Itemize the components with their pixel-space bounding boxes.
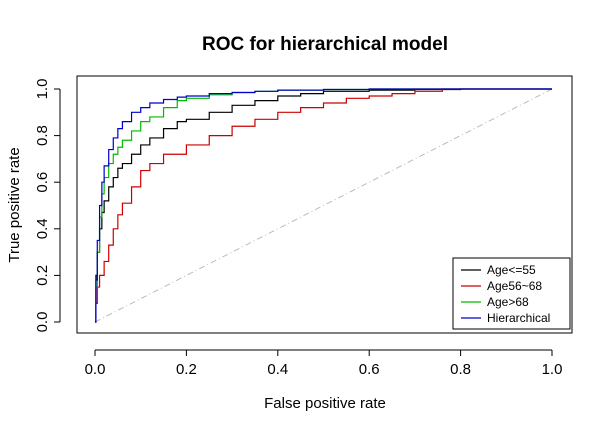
y-tick-label: 0.2 [34, 265, 51, 286]
series-layer [95, 88, 552, 323]
x-tick-label: 0.2 [176, 361, 197, 378]
legend-label: Age<=55 [487, 263, 536, 277]
x-axis-label: False positive rate [264, 395, 386, 412]
plot-frame [76, 75, 573, 334]
y-tick-label: 1.0 [34, 79, 51, 100]
y-tick-label: 0.4 [34, 218, 51, 239]
series-line-age56-68 [95, 88, 552, 323]
y-tick-label: 0.0 [34, 312, 51, 333]
y-tick-label: 0.6 [34, 172, 51, 193]
reference-diagonal [94, 88, 553, 323]
y-axis-label: True positive rate [6, 147, 23, 262]
x-tick-label: 0.0 [85, 361, 106, 378]
x-tick-label: 0.4 [267, 361, 288, 378]
chart-title: ROC for hierarchical model [202, 34, 448, 55]
legend: Age<=55 Age56~68 Age>68 Hierarchical [452, 257, 571, 330]
series-line-age-55 [95, 88, 552, 323]
x-tick-label: 1.0 [542, 361, 563, 378]
reference-layer [94, 88, 553, 323]
legend-label: Age>68 [487, 295, 529, 309]
legend-label: Hierarchical [487, 311, 550, 325]
y-tick-label: 0.8 [34, 125, 51, 146]
x-tick-label: 0.8 [450, 361, 471, 378]
y-axis: 0.0 0.2 0.4 0.6 0.8 1.0 [34, 79, 61, 333]
series-line-hierarchical [95, 88, 552, 323]
x-tick-label: 0.6 [359, 361, 380, 378]
x-axis: 0.0 0.2 0.4 0.6 0.8 1.0 [85, 349, 563, 378]
legend-label: Age56~68 [487, 279, 542, 293]
